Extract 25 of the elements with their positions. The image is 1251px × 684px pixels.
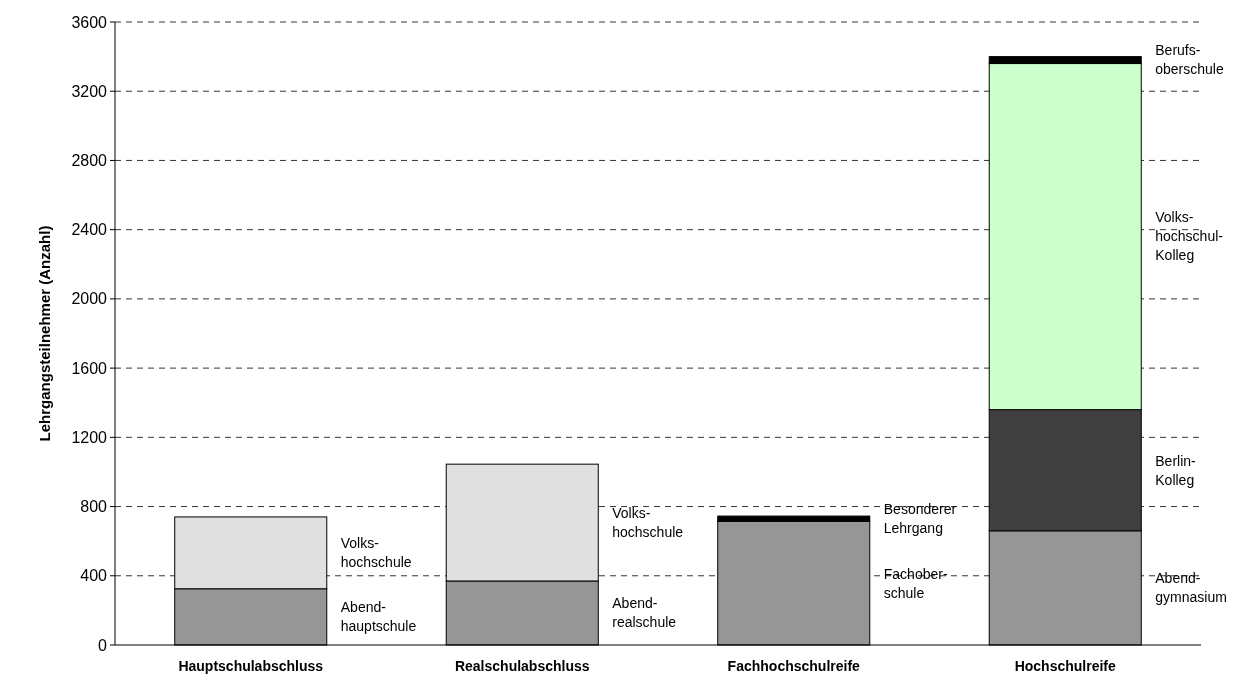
y-axis-title: Lehrgangsteilnehmer (Anzahl) xyxy=(36,225,53,442)
y-tick-label: 3200 xyxy=(71,82,108,100)
x-tick-label: Hauptschulabschluss xyxy=(178,658,324,674)
y-tick-label: 800 xyxy=(80,498,108,516)
y-tick-label: 2400 xyxy=(71,221,108,239)
annotation: Abend- hauptschule xyxy=(340,599,417,635)
y-tick-label: 2000 xyxy=(71,290,108,308)
y-tick-label: 2800 xyxy=(71,152,108,170)
annotation: Volks- hochschul- Kolleg xyxy=(1155,209,1224,264)
y-tick-label: 1200 xyxy=(71,428,108,446)
x-tick-label: Fachhochschulreife xyxy=(727,658,861,674)
annotation: Abend- gymnasium xyxy=(1155,570,1227,606)
annotation: Volks- hochschule xyxy=(612,504,684,540)
annotation: Berlin- Kolleg xyxy=(1155,452,1197,488)
y-tick-label: 1600 xyxy=(71,359,108,377)
annotation: Abend- realschule xyxy=(612,595,677,631)
x-tick-label: Hochschulreife xyxy=(1014,658,1117,674)
y-tick-label: 400 xyxy=(80,567,108,585)
annotation: Besonderer Lehrgang xyxy=(883,501,957,537)
annotation: Berufs- oberschule xyxy=(1155,42,1224,78)
annotation: Volks- hochschule xyxy=(340,535,412,571)
y-tick-label: 0 xyxy=(98,636,108,654)
annotation: Fachober- schule xyxy=(883,565,948,601)
x-tick-label: Realschulabschluss xyxy=(454,658,590,674)
y-tick-label: 3600 xyxy=(71,13,108,31)
